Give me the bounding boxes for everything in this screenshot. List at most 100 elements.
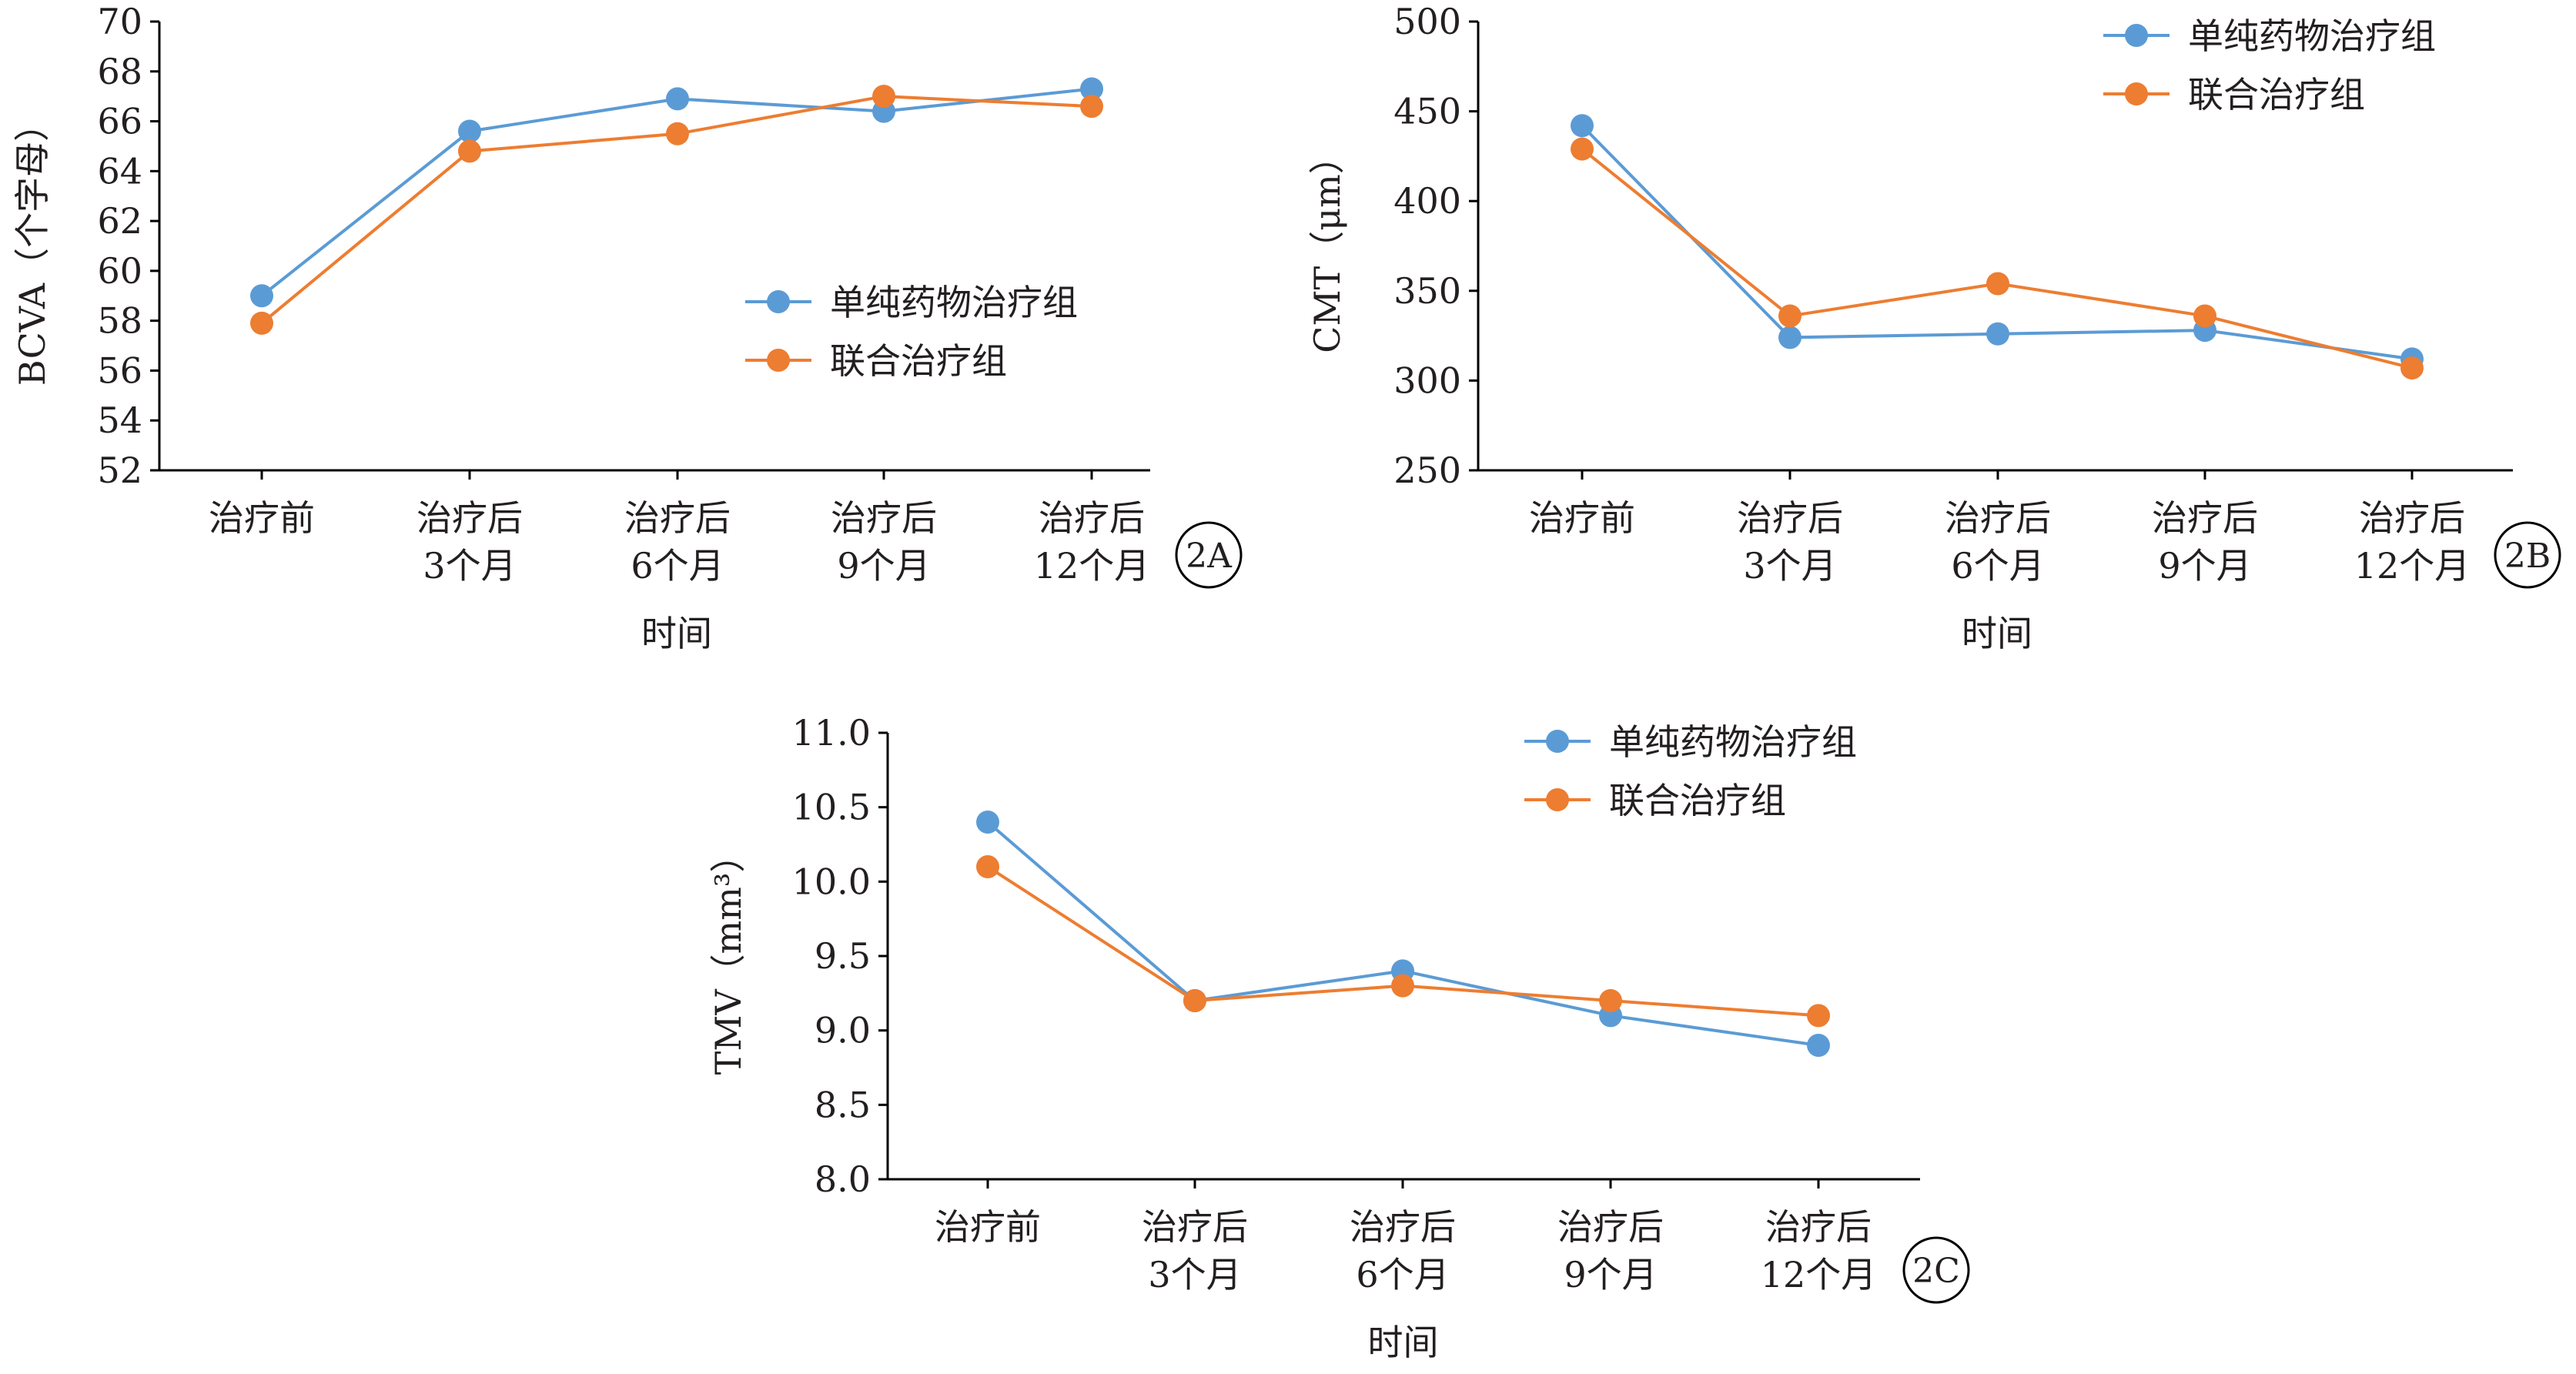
x-tick-label: 治疗后 9个月 [831,497,937,587]
x-tick-label-line: 治疗后 [1142,1206,1248,1248]
y-tick-label: 8.0 [815,1158,871,1200]
x-tick-label-line: 治疗后 [1557,1206,1664,1248]
x-tick-label: 治疗后 3个月 [1737,497,1843,587]
y-tick-label: 62 [97,200,142,242]
data-point-series-2 [1183,989,1206,1012]
legend-marker [1546,788,1569,811]
data-point-series-2 [1080,95,1103,119]
y-tick-label: 64 [97,150,142,192]
x-tick-label-line: 治疗前 [1529,497,1635,539]
data-point-series-1 [250,284,273,308]
data-point-series-2 [872,85,895,109]
y-tick-label: 450 [1393,91,1461,132]
y-tick-label: 60 [97,250,142,292]
x-tick-label-line: 治疗后 [1737,497,1843,539]
x-tick-label-line: 治疗后 [831,497,937,539]
panel-label-circle [1175,521,1243,589]
x-tick-label-line: 6个月 [631,545,724,587]
y-tick-label: 66 [97,101,142,142]
series-line-1 [986,821,1819,1047]
panel-label: 2B [2504,537,2551,576]
x-tick-label: 治疗后 6个月 [1945,497,2051,587]
y-tick-label: 58 [97,300,142,342]
legend-entry: 单纯药物治疗组 [830,282,1078,323]
x-tick-label: 治疗后 6个月 [624,497,731,587]
data-point-series-1 [458,119,481,143]
x-tick-label: 治疗后 12个月 [2354,497,2471,587]
y-tick-label: 350 [1393,270,1461,312]
data-point-series-2 [250,311,273,335]
data-point-series-1 [666,87,689,111]
data-point-series-2 [976,855,999,878]
panel-label: 2C [1912,1252,1960,1291]
data-point-series-1 [1986,322,2009,346]
x-tick-label-line: 9个月 [837,545,930,587]
x-tick-label: 治疗后 3个月 [417,497,523,587]
data-point-series-1 [976,811,999,834]
data-point-series-2 [1986,272,2009,296]
y-tick-label: 52 [97,450,142,491]
x-tick-label-line: 3个月 [423,545,516,587]
x-tick-label-line: 治疗后 [1039,497,1145,539]
data-point-series-2 [1807,1004,1830,1028]
x-tick-label-line: 治疗前 [935,1206,1041,1248]
y-tick-label: 9.0 [815,1010,871,1051]
y-tick-label: 500 [1393,1,1461,42]
x-tick-label-line: 治疗后 [1350,1206,1456,1248]
x-tick-label-line: 9个月 [2158,545,2251,587]
data-point-series-2 [2193,304,2216,328]
panel-label-circle [1902,1236,1970,1304]
legend-marker [1546,730,1569,753]
data-point-series-1 [1807,1034,1830,1057]
legend-marker [2125,24,2148,47]
x-tick-label-line: 12个月 [1034,545,1150,587]
x-tick-label-line: 12个月 [1761,1254,1877,1295]
data-point-series-2 [666,122,689,145]
x-axis-title: 时间 [1962,613,2032,654]
x-tick-label-line: 治疗前 [209,497,315,539]
x-tick-label-line: 治疗后 [1945,497,2051,539]
legend-marker [767,290,790,313]
y-tick-label: 400 [1393,180,1461,222]
x-tick-label: 治疗后 6个月 [1350,1206,1456,1295]
data-point-series-2 [1571,137,1594,161]
x-tick-label-line: 3个月 [1743,545,1836,587]
y-tick-label: 56 [97,349,142,391]
x-tick-label: 治疗前 [209,497,315,539]
x-tick-label-line: 9个月 [1564,1254,1657,1295]
x-tick-label-line: 3个月 [1148,1254,1241,1295]
x-tick-label-line: 治疗后 [624,497,731,539]
y-axis-title: BCVA（个字母） [12,106,53,386]
legend-marker [767,349,790,372]
y-axis-title: CMT（μm） [1306,139,1348,353]
legend-entry: 联合治疗组 [2188,74,2365,115]
y-tick-label: 250 [1393,450,1461,491]
data-point-series-1 [1778,326,1802,349]
x-tick-label: 治疗前 [1529,497,1635,539]
x-tick-label: 治疗后 12个月 [1034,497,1150,587]
x-tick-label-line: 12个月 [2354,545,2471,587]
x-tick-label-line: 6个月 [1951,545,2044,587]
x-tick-label: 治疗后 3个月 [1142,1206,1248,1295]
y-tick-label: 68 [97,51,142,92]
y-tick-label: 11.0 [792,712,871,754]
panel-label-circle [2494,521,2561,589]
y-tick-label: 54 [97,399,142,441]
x-tick-label-line: 治疗后 [2152,497,2258,539]
panel-label: 2A [1186,537,1233,576]
data-point-series-2 [1391,974,1414,998]
y-tick-label: 10.0 [792,861,871,902]
x-tick-label-line: 治疗后 [417,497,523,539]
y-tick-label: 10.5 [792,787,871,828]
x-tick-label-line: 6个月 [1356,1254,1449,1295]
x-tick-label-line: 治疗后 [2359,497,2465,539]
x-axis-title: 时间 [641,613,712,654]
chart-panel-2A: 52 54 56 58 60 62 64 66 68 70 治疗前 治疗后 3个月 治疗后 6个月 治疗后 9个… [12,1,1243,654]
series-line-1 [260,87,1092,297]
y-axis-title: TMV（mm³） [708,837,749,1075]
y-tick-label: 8.5 [815,1084,871,1125]
legend-entry: 联合治疗组 [830,340,1007,382]
legend-entry: 单纯药物治疗组 [2188,15,2436,57]
